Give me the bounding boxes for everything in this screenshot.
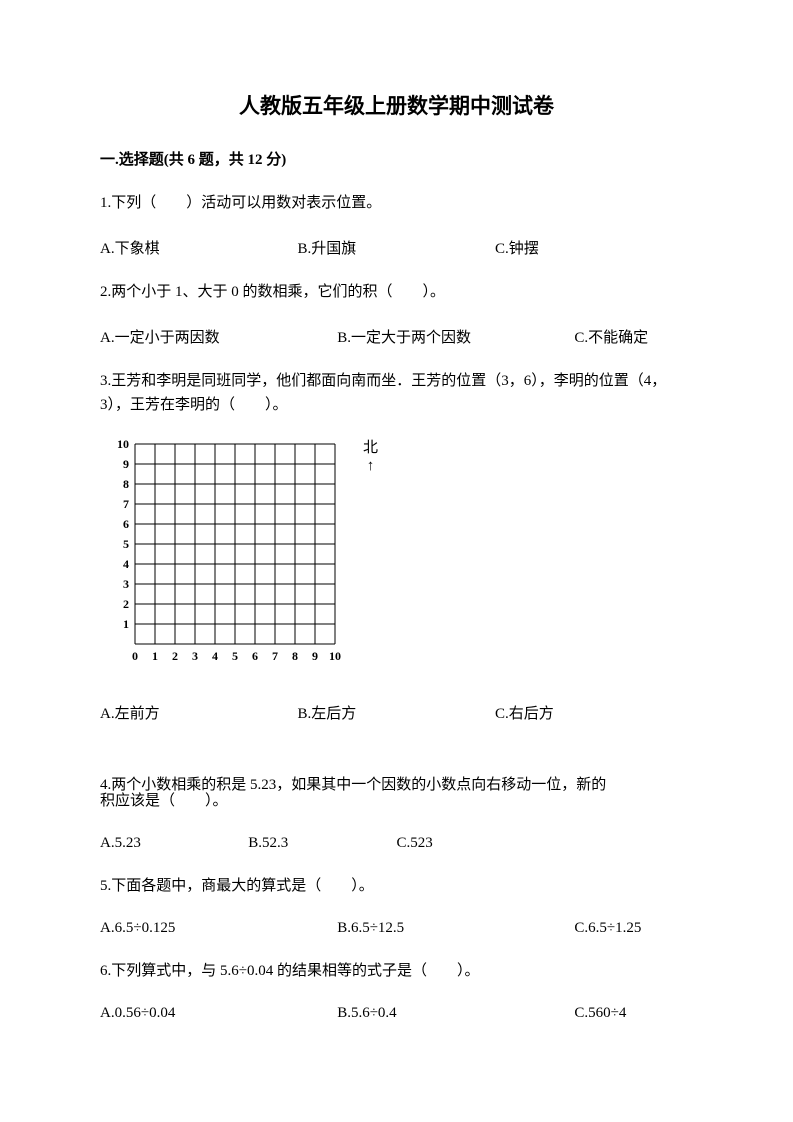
q3-option-c: C.右后方 bbox=[495, 702, 692, 723]
q6-option-a: A.0.56÷0.04 bbox=[100, 1005, 337, 1022]
q6-option-b: B.5.6÷0.4 bbox=[337, 1005, 574, 1022]
q4-option-b: B.52.3 bbox=[248, 835, 396, 852]
q5-option-a: A.6.5÷0.125 bbox=[100, 920, 337, 937]
q2-option-b: B.一定大于两个因数 bbox=[337, 326, 574, 347]
q6-option-c: C.560÷4 bbox=[574, 1005, 626, 1022]
q2-option-c: C.不能确定 bbox=[574, 326, 648, 347]
svg-text:1: 1 bbox=[123, 617, 129, 631]
svg-text:10: 10 bbox=[117, 439, 129, 451]
svg-text:2: 2 bbox=[172, 649, 178, 663]
svg-text:7: 7 bbox=[123, 497, 129, 511]
q5-text: 5.下面各题中，商最大的算式是（ ）。 bbox=[100, 874, 693, 898]
q3-text: 3.王芳和李明是同班同学，他们都面向南而坐．王芳的位置（3，6），李明的位置（4… bbox=[100, 369, 693, 417]
svg-text:3: 3 bbox=[192, 649, 198, 663]
q1-options: A.下象棋 B.升国旗 C.钟摆 bbox=[100, 237, 693, 258]
svg-text:5: 5 bbox=[232, 649, 238, 663]
svg-text:5: 5 bbox=[123, 537, 129, 551]
svg-text:0: 0 bbox=[132, 649, 138, 663]
q3-options: A.左前方 B.左后方 C.右后方 bbox=[100, 702, 693, 723]
svg-text:1: 1 bbox=[152, 649, 158, 663]
q5-option-b: B.6.5÷12.5 bbox=[337, 920, 574, 937]
q6-options: A.0.56÷0.04 B.5.6÷0.4 C.560÷4 bbox=[100, 1005, 693, 1022]
north-indicator: 北 ↑ bbox=[363, 439, 378, 475]
svg-text:8: 8 bbox=[292, 649, 298, 663]
q1-option-a: A.下象棋 bbox=[100, 237, 297, 258]
svg-text:6: 6 bbox=[123, 517, 129, 531]
svg-text:3: 3 bbox=[123, 577, 129, 591]
q1-option-c: C.钟摆 bbox=[495, 237, 692, 258]
svg-text:7: 7 bbox=[272, 649, 278, 663]
q5-option-c: C.6.5÷1.25 bbox=[574, 920, 641, 937]
svg-text:10: 10 bbox=[329, 649, 341, 663]
svg-text:6: 6 bbox=[252, 649, 258, 663]
q2-options: A.一定小于两因数 B.一定大于两个因数 C.不能确定 bbox=[100, 326, 693, 347]
north-char: 北 bbox=[363, 440, 378, 456]
q1-text: 1.下列（ ）活动可以用数对表示位置。 bbox=[100, 191, 693, 215]
svg-text:4: 4 bbox=[123, 557, 129, 571]
q4-option-c: C.523 bbox=[397, 835, 545, 852]
q3-option-b: B.左后方 bbox=[297, 702, 494, 723]
svg-text:2: 2 bbox=[123, 597, 129, 611]
q5-options: A.6.5÷0.125 B.6.5÷12.5 C.6.5÷1.25 bbox=[100, 920, 693, 937]
q4-options: A.5.23 B.52.3 C.523 bbox=[100, 835, 693, 852]
svg-text:8: 8 bbox=[123, 477, 129, 491]
section-header: 一.选择题(共 6 题，共 12 分) bbox=[100, 148, 693, 169]
grid-svg: 01234567891012345678910 bbox=[100, 439, 380, 669]
page-title: 人教版五年级上册数学期中测试卷 bbox=[100, 90, 693, 120]
q2-option-a: A.一定小于两因数 bbox=[100, 326, 337, 347]
grid-chart: 01234567891012345678910 北 ↑ bbox=[100, 439, 693, 674]
svg-text:9: 9 bbox=[123, 457, 129, 471]
q3-option-a: A.左前方 bbox=[100, 702, 297, 723]
svg-text:4: 4 bbox=[212, 649, 218, 663]
arrow-up-icon: ↑ bbox=[367, 458, 375, 474]
q4-option-a: A.5.23 bbox=[100, 835, 248, 852]
q1-option-b: B.升国旗 bbox=[297, 237, 494, 258]
svg-text:9: 9 bbox=[312, 649, 318, 663]
q2-text: 2.两个小于 1、大于 0 的数相乘，它们的积（ ）。 bbox=[100, 280, 693, 304]
q6-text: 6.下列算式中，与 5.6÷0.04 的结果相等的式子是（ ）。 bbox=[100, 959, 693, 983]
